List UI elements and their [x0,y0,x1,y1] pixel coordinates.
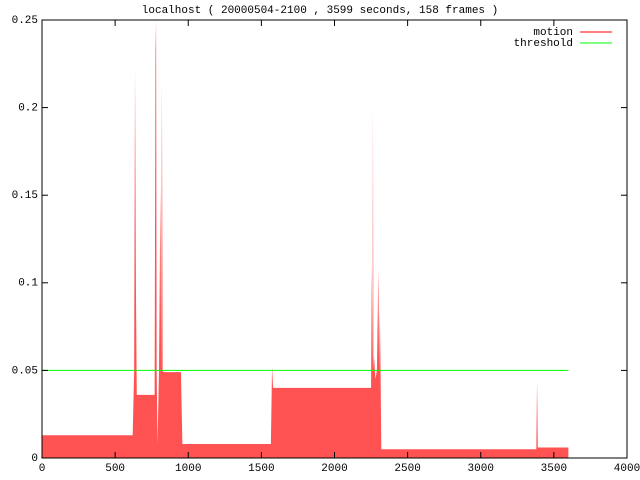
chart-title: localhost ( 20000504-2100 , 3599 seconds… [142,5,498,17]
y-tick-label: 0.15 [12,190,38,202]
x-tick-label: 3000 [468,463,494,475]
x-tick-label: 500 [105,463,125,475]
y-tick-label: 0 [31,453,38,465]
legend-label: threshold [514,38,573,50]
x-tick-label: 1000 [175,463,201,475]
y-tick-label: 0.2 [18,103,38,115]
y-tick-label: 0.1 [18,278,38,290]
y-tick-label: 0.05 [12,365,38,377]
x-tick-label: 2000 [321,463,347,475]
legend-label: motion [533,27,573,39]
x-tick-label: 4000 [614,463,640,475]
x-tick-label: 2500 [394,463,420,475]
motion-area [42,20,569,458]
x-tick-label: 3500 [541,463,567,475]
x-tick-label: 0 [39,463,46,475]
y-tick-label: 0.25 [12,15,38,27]
x-tick-label: 1500 [248,463,274,475]
